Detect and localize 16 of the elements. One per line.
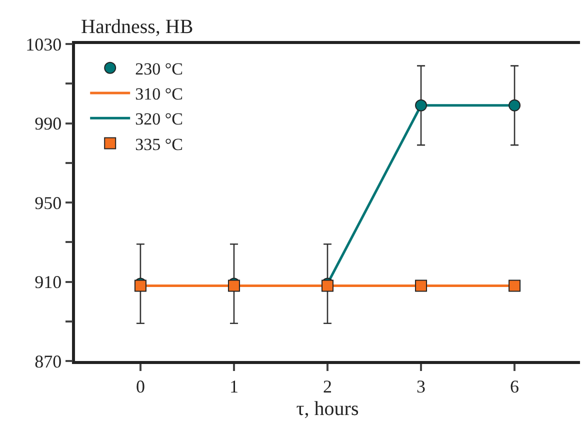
y-tick-label: 950 bbox=[34, 192, 62, 213]
y-tick-label: 910 bbox=[34, 272, 62, 292]
x-tick-label: 3 bbox=[416, 376, 426, 396]
legend-label: 230 °C bbox=[135, 60, 183, 79]
x-axis-title: τ, hours bbox=[296, 398, 359, 420]
legend-label: 335 °C bbox=[135, 134, 183, 154]
x-tick-label: 6 bbox=[510, 376, 520, 396]
y-tick-label: 990 bbox=[34, 114, 62, 134]
y-tick-label: 870 bbox=[34, 351, 62, 372]
x-tick-label: 1 bbox=[229, 376, 238, 396]
y-axis-title: Hardness, HB bbox=[81, 16, 194, 38]
x-tick-label: 2 bbox=[323, 376, 332, 396]
legend-label: 320 °C bbox=[135, 110, 183, 129]
x-tick-label: 0 bbox=[136, 376, 145, 396]
legend-label: 310 °C bbox=[135, 84, 183, 104]
y-tick-label: 1030 bbox=[26, 34, 62, 54]
